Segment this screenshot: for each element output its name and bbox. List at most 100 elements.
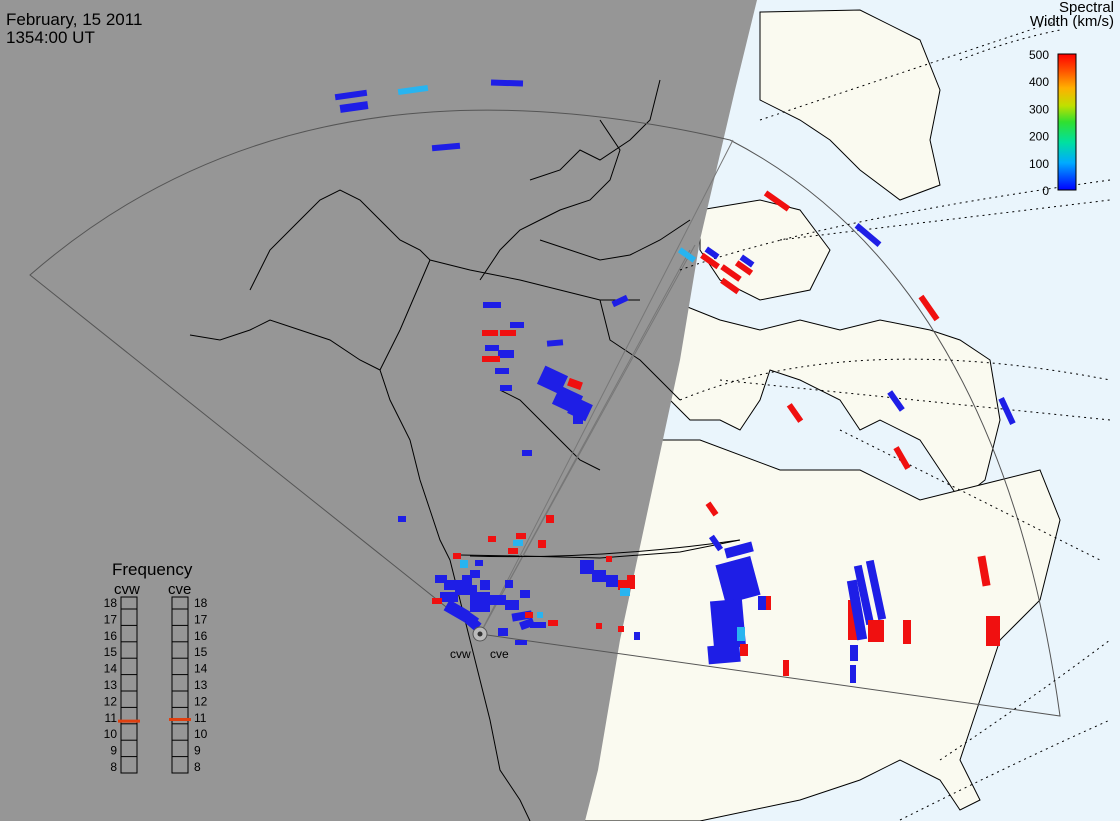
echo-cell (460, 560, 468, 568)
echo-cell (737, 627, 745, 641)
echo-cell (520, 590, 530, 598)
echo-cell (440, 592, 458, 602)
echo-cell (620, 588, 630, 596)
echo-cell (480, 580, 490, 590)
frequency-scale-label: 11 (105, 711, 118, 725)
echo-cell (490, 79, 524, 87)
colorbar-tick-label: 200 (1029, 130, 1049, 144)
date-label: February, 15 2011 (6, 10, 143, 29)
echo-cell (500, 330, 516, 336)
echo-cell (537, 612, 543, 618)
echo-cell (876, 620, 884, 642)
colorbar-tick-label: 400 (1029, 75, 1049, 89)
echo-cell (444, 580, 464, 590)
colorbar-tick-label: 300 (1029, 102, 1049, 116)
echo-cell (516, 533, 526, 539)
echo-cell (854, 223, 882, 247)
echo-cell (490, 595, 506, 605)
frequency-scale-label: 12 (104, 694, 118, 708)
echo-cell (580, 560, 594, 574)
echo-cell (510, 322, 524, 328)
echo-cell (334, 89, 368, 101)
echo-cell (525, 612, 533, 618)
echo-cell (596, 623, 602, 629)
echo-cell (783, 660, 789, 676)
echo-cell (482, 330, 498, 336)
frequency-scale-label: 18 (194, 596, 208, 610)
day-land (579, 9, 1061, 821)
echo-cell (435, 575, 447, 583)
echo-cell (611, 294, 629, 308)
echo-cell (848, 600, 858, 640)
echo-cell (455, 585, 477, 595)
echo-cell (977, 555, 991, 587)
coastlines (189, 79, 741, 821)
frequency-scale-label: 8 (194, 760, 201, 774)
frequency-scale-label: 15 (104, 645, 118, 659)
frequency-scale-label: 17 (104, 612, 118, 626)
frequency-box (171, 596, 189, 774)
geo-grid (679, 19, 1111, 821)
echo-cell (432, 598, 442, 604)
echo-cell (548, 620, 558, 626)
frequency-scale-label: 17 (194, 612, 208, 626)
echo-cell (498, 628, 508, 636)
night-region (0, 0, 757, 821)
echo-cell (887, 390, 905, 412)
echo-cell (508, 548, 518, 554)
echo-cell (739, 254, 755, 268)
echo-cell (470, 592, 490, 612)
echo-cell (853, 564, 875, 626)
echo-cell (505, 600, 519, 610)
echo-cell (893, 446, 911, 470)
echo-cell (627, 575, 635, 589)
echo-cell (846, 579, 868, 641)
frequency-box (120, 596, 138, 774)
echo-cell (546, 339, 564, 347)
field-of-view (29, 109, 1061, 717)
echo-cell (677, 247, 697, 263)
radar-label-cvw: cvw (450, 647, 471, 661)
echo-cell (606, 575, 618, 587)
radar-label-cve: cve (490, 647, 509, 661)
echo-cell (538, 540, 546, 548)
echo-cell (720, 264, 742, 282)
echo-cell (715, 556, 761, 604)
echo-cell (462, 575, 472, 585)
echo-cell (618, 580, 630, 590)
echo-cell (786, 403, 804, 423)
echo-cell (850, 665, 856, 683)
echo-cell (470, 570, 480, 578)
frequency-scale-label: 10 (104, 727, 118, 741)
echo-cell (482, 356, 500, 362)
frequency-label-cvw: cvw (114, 581, 140, 598)
echo-cell (724, 541, 754, 559)
frequency-scale-label: 9 (194, 744, 201, 758)
colorbar-tick-label: 500 (1029, 48, 1049, 62)
echo-cell (567, 377, 583, 391)
frequency-scale-label: 14 (194, 662, 208, 676)
colorbar-tick-label: 0 (1042, 184, 1049, 198)
echo-cell (707, 643, 741, 665)
echo-cell (398, 516, 406, 522)
echo-cell (515, 640, 527, 645)
echo-cell (488, 536, 496, 542)
echo-cell (498, 350, 514, 358)
colorbar-title-line1: Spectral (1058, 0, 1114, 16)
frequency-scale-label: 8 (110, 760, 117, 774)
echo-cell (505, 580, 513, 588)
echo-cell (495, 368, 509, 374)
echo-cell (592, 570, 606, 582)
frequency-label-cve: cve (168, 581, 191, 598)
echo-cell (519, 617, 535, 631)
echo-cell (339, 101, 369, 113)
radar-site-marker (472, 626, 488, 642)
frequency-scale-label: 13 (194, 678, 208, 692)
frequency-scale-label: 14 (104, 662, 118, 676)
echo-cell (573, 414, 583, 424)
echo-cell (546, 515, 554, 523)
echo-cell (758, 596, 766, 610)
echo-cell (522, 450, 532, 456)
echo-cell (763, 596, 771, 610)
